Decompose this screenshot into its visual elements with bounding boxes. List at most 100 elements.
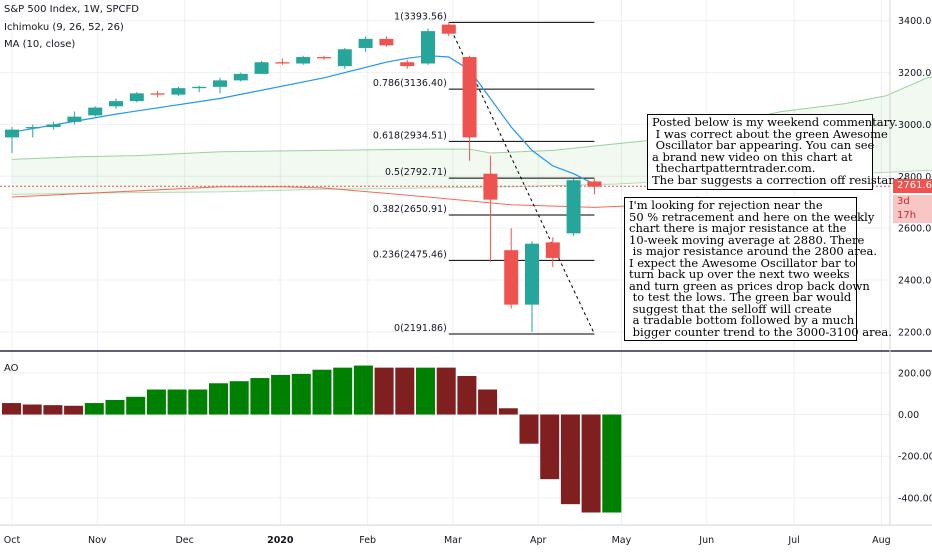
note-line: Posted below is my weekend commentary.: [652, 115, 898, 129]
time-tick-label: 2020: [267, 535, 294, 546]
time-tick-label: Jun: [698, 535, 714, 546]
fib-level-label: 0.382(2650.91): [373, 204, 447, 215]
note-line: Oscillator bar appearing. You can see: [652, 138, 875, 152]
ichimoku-legend[interactable]: Ichimoku (9, 26, 52, 26): [4, 22, 124, 33]
ao-bar: [416, 367, 435, 415]
ao-bar: [519, 414, 539, 444]
note-line: turn back up over the next two weeks: [629, 267, 850, 281]
candle-body: [171, 88, 186, 95]
note-line: The bar suggests a correction off resist…: [652, 172, 913, 187]
ao-bar: [167, 389, 187, 415]
time-tick-label: Nov: [88, 535, 107, 546]
time-tick-label: Mar: [444, 535, 462, 546]
candle-body: [545, 242, 560, 258]
note-line: to test the lows. The green bar would: [629, 290, 852, 304]
candle-body: [67, 116, 82, 122]
last-price-label: 2761.64: [893, 179, 932, 193]
ao-bar: [105, 399, 125, 415]
candle-body: [233, 73, 248, 81]
candle-body: [462, 57, 477, 138]
ao-bar: [271, 374, 291, 415]
fib-level-label: 0.786(3136.40): [373, 78, 447, 89]
candle-body: [296, 57, 311, 64]
candle-body: [5, 129, 19, 138]
ao-bar: [498, 408, 518, 415]
commentary-note-top[interactable]: Posted below is my weekend commentary. I…: [647, 114, 913, 190]
ao-bar: [333, 367, 353, 415]
candle-body: [525, 243, 539, 305]
price-tick-label: 2400.00: [898, 276, 932, 287]
note-line: 10-week moving average at 2880. There: [629, 232, 865, 247]
note-line: 50 % retracement and here on the weekly: [629, 209, 875, 224]
ao-bar: [457, 375, 477, 415]
candle-body: [150, 93, 165, 95]
note-line: and turn green as prices drop back down: [629, 278, 870, 293]
price-tick-label: 2200.00: [898, 327, 932, 338]
ao-bar: [250, 378, 270, 415]
ao-bar: [146, 389, 166, 415]
candle-body: [88, 107, 103, 116]
candle-body: [254, 62, 269, 74]
price-tick-label: 3000.00: [898, 120, 932, 131]
note-line: suggest that the selloff will create: [629, 301, 832, 316]
time-tick-label: Apr: [530, 535, 547, 546]
candle-body: [46, 124, 61, 128]
note-line: bigger counter trend to the 3000-3100 ar…: [629, 324, 892, 339]
ao-bar: [436, 367, 456, 415]
note-line: chart there is major resistance at the: [629, 221, 847, 235]
candle-body: [25, 127, 40, 129]
candle-body: [192, 86, 207, 89]
candle-body: [213, 80, 227, 87]
candles: [5, 22, 602, 332]
note-line: a tradable bottom followed by a much: [629, 313, 855, 327]
fib-level-label: 0.5(2792.71): [385, 167, 447, 178]
symbol-legend[interactable]: S&P 500 Index, 1W, SPCFD: [4, 4, 139, 15]
ao-bar: [540, 414, 560, 480]
ao-bar: [395, 367, 415, 415]
ao-bar: [126, 396, 146, 415]
candle-body: [483, 173, 498, 200]
fib-level-label: 0.236(2475.46): [373, 249, 447, 260]
ao-bar: [478, 389, 498, 415]
price-tick-label: 3200.00: [898, 68, 932, 79]
time-tick-label: Dec: [175, 535, 193, 546]
ma10-line: [11, 55, 595, 185]
ao-histogram: [0, 350, 932, 513]
ao-bar: [22, 404, 42, 415]
ao-tick-label: -200.00: [898, 452, 932, 463]
candle-body: [587, 181, 602, 187]
ao-bar: [209, 383, 228, 415]
ma-legend[interactable]: MA (10, close): [4, 39, 76, 50]
ao-bar: [602, 414, 622, 513]
ao-tick-label: 0.00: [898, 410, 919, 421]
ao-bar: [188, 389, 208, 415]
bar-countdown-label: 3d 17h: [893, 195, 932, 223]
price-tick-label: 2600.00: [898, 224, 932, 235]
candle-body: [317, 57, 331, 59]
candle-body: [379, 38, 394, 46]
candle-body: [400, 62, 415, 67]
time-tick-label: Feb: [359, 535, 376, 546]
ao-bar: [581, 414, 601, 513]
candle-body: [129, 93, 144, 102]
ao-bar: [43, 405, 63, 415]
ao-bar: [374, 367, 394, 415]
note-line: I expect the Awesome Oscillator bar to: [629, 255, 856, 270]
cloud-upper-line: [11, 76, 932, 160]
price-tick-label: 3400.00: [898, 16, 932, 27]
ao-bar: [312, 369, 332, 415]
note-line: I'm looking for rejection near the: [629, 198, 823, 212]
note-line: is major resistance around the 2800 area…: [629, 244, 878, 258]
ao-bar: [291, 373, 311, 415]
ao-legend[interactable]: AO: [4, 363, 19, 374]
candle-body: [421, 31, 435, 64]
commentary-note-bottom[interactable]: I'm looking for rejection near the 50 % r…: [624, 197, 892, 341]
fib-level-label: 0(2191.86): [394, 323, 447, 334]
candle-body: [358, 38, 373, 48]
note-line: I was correct about the green Awesome: [652, 126, 888, 141]
ao-bar: [560, 414, 580, 505]
time-tick-label: Oct: [4, 535, 21, 546]
candle-body: [275, 62, 290, 64]
ao-bar: [64, 405, 84, 415]
ao-bar: [2, 403, 21, 415]
